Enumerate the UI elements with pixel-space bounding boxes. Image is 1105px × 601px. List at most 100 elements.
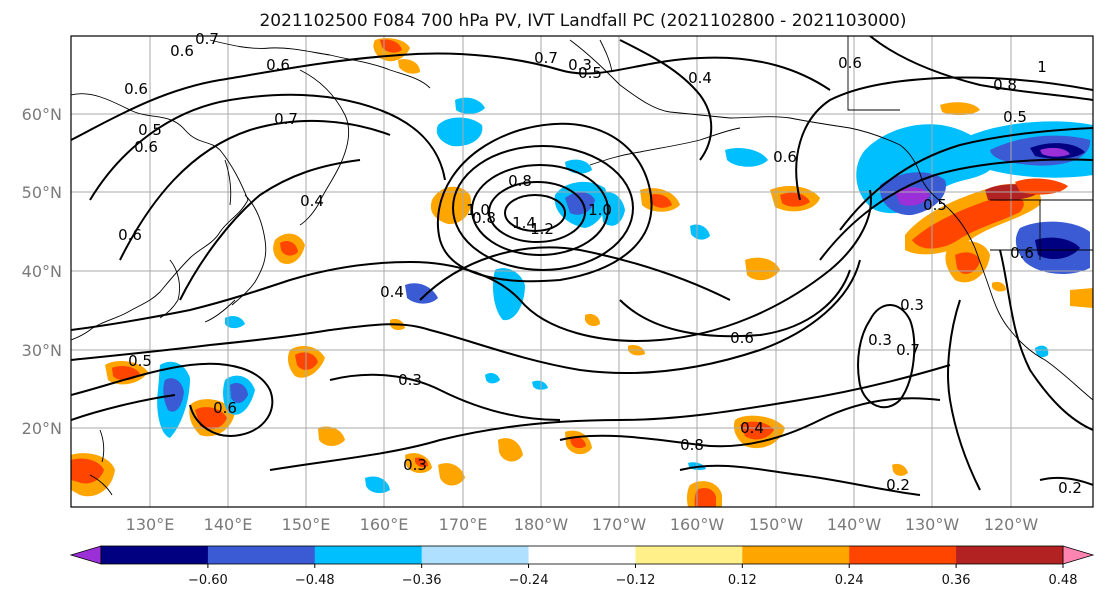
shading-patch [892,463,908,476]
contour-label: 0.6 [124,80,148,98]
contour-line [329,373,561,421]
contour-line [179,159,361,301]
shading-patch [405,283,438,304]
contour-line [419,246,731,301]
contour-label: 0.5 [923,196,947,214]
contour-label: 0.4 [688,69,712,87]
longitude-label: 170°W [592,515,647,534]
border-line [990,199,1093,260]
contour-line [869,36,1093,101]
contour-label: 0.3 [900,296,924,314]
contour-line [559,397,941,448]
longitude-label: 150°W [749,515,804,534]
contour-label: 0.8 [993,76,1017,94]
contour-label: 0.5 [138,121,162,139]
shading-patch [380,39,402,53]
contour-label: 0.6 [266,56,290,74]
colorbar-tick-label: −0.48 [295,573,335,588]
coastline-north-america [921,179,1093,401]
contour-line [1039,476,1093,486]
contour-label: 0.7 [896,341,920,359]
latitude-label: 20°N [22,419,62,438]
shading-patch [71,458,104,484]
contour-line [504,194,566,232]
shading-patch [438,463,465,486]
contour-label: 0.6 [1010,244,1034,262]
shading-patch [650,194,672,208]
contour-line [71,189,872,342]
colorbar-tick-label: −0.24 [509,573,549,588]
shading-patch [1035,345,1049,358]
longitude-label: 140°E [204,515,253,534]
contour-line [679,464,921,496]
longitude-label: 150°E [282,515,331,534]
contour-label: 0.5 [578,64,602,82]
colorbar-extend-high [1062,545,1095,565]
colorbar-segment [421,546,530,564]
contour-label: 0.5 [128,352,152,370]
colorbar-segment [635,546,743,564]
contour-label: 0.3 [398,371,422,389]
colorbar-segment [956,546,1064,564]
colorbar-segment [849,546,957,564]
shading-patch [398,59,420,74]
shading-patch [780,192,810,207]
contour-label: 1.4 [512,214,536,232]
contour-label: 0.6 [213,399,237,417]
latitude-label: 50°N [22,183,62,202]
contour-line [71,362,274,437]
contour-line [795,76,1093,201]
shading-patch [195,407,227,430]
contour-line [269,364,951,471]
longitude-label: 120°W [984,515,1039,534]
graticule [71,36,1093,507]
latitude-labels: 60°N 50°N 40°N 30°N 20°N [22,105,62,438]
colorbar-segment [314,546,423,564]
contour-label: 0.8 [508,172,532,190]
shading-patch [436,117,483,147]
colorbar-outline [100,545,1064,565]
contour-line [839,127,1093,231]
contour-label: 0.6 [118,226,142,244]
shading-patch [992,281,1006,292]
colorbar-tick-label: −0.36 [402,573,442,588]
contour-line [89,93,446,201]
longitude-label: 140°W [827,515,882,534]
contour-label: 0.2 [1058,479,1082,497]
colorbar-segment [528,546,636,564]
shading-patch [570,436,586,449]
contour-label: 1.0 [466,201,490,219]
coastline-sakhalin [224,159,232,206]
contour-label: 0.3 [403,456,427,474]
shading-patch [912,196,1024,249]
contour-line [119,119,391,261]
longitude-label: 130°W [905,515,960,534]
colorbar-segment [742,546,850,564]
shading-patch [740,421,774,440]
longitude-label: 130°E [126,515,175,534]
border-line [847,36,900,111]
coastline-siberia [209,39,431,89]
contour-label: 0.7 [195,30,219,48]
contour-label: 0.8 [472,209,496,227]
longitude-label: 160°E [360,515,409,534]
shading-patch [725,148,768,167]
shading-patch [532,380,548,390]
coastline-asia [71,93,249,341]
contour-label: 0.7 [274,110,298,128]
contour-label: 0.6 [730,329,754,347]
contour-label: 0.4 [380,283,404,301]
latitude-label: 60°N [22,105,62,124]
contour-line [999,249,1093,431]
contour-line [488,181,586,243]
contour-line [857,304,916,409]
shading-patch [280,241,298,256]
shading-patch [1040,147,1070,157]
shading-patch [225,316,245,329]
map-content [71,36,1093,507]
contour-label: 0.6 [773,148,797,166]
contour-label: 0.6 [838,54,862,72]
coastline-kamchatka [299,69,350,226]
latitude-label: 40°N [22,262,62,281]
contour-label: 0.2 [886,476,910,494]
